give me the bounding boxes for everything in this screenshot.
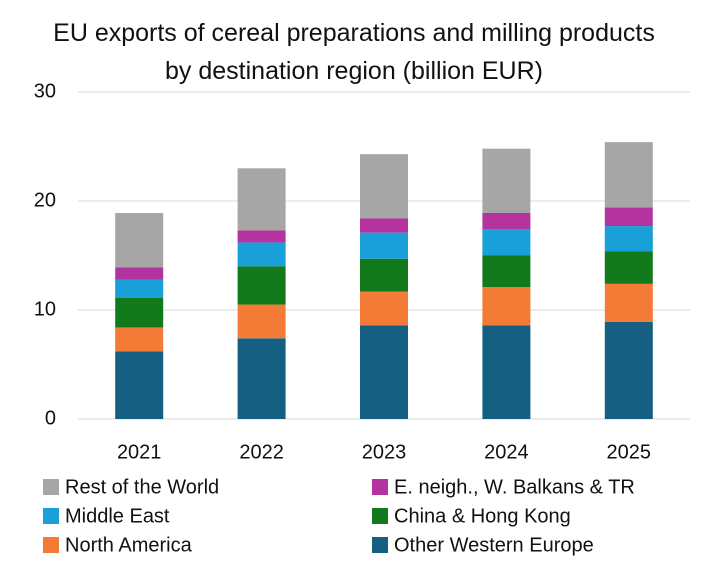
chart-title: EU exports of cereal preparations and mi…: [53, 19, 655, 85]
x-tick-label: 2023: [362, 441, 407, 463]
legend-label: Other Western Europe: [394, 534, 594, 556]
y-tick-label: 30: [34, 80, 56, 102]
bar-segment: [237, 242, 286, 267]
bar-segment: [482, 287, 531, 326]
bar-segment: [482, 325, 531, 419]
x-tick-label: 2022: [239, 441, 284, 463]
bar-segment: [360, 218, 408, 233]
legend-swatch: [372, 479, 388, 495]
x-tick-label: 2021: [117, 441, 162, 463]
bar-segment: [482, 229, 531, 256]
bar-segment: [237, 338, 286, 419]
bar-segment: [482, 148, 531, 213]
bar-segment: [237, 266, 286, 305]
legend-label: Rest of the World: [65, 476, 219, 498]
y-tick-label: 0: [45, 407, 56, 429]
bar-segment: [604, 207, 653, 227]
bar-segment: [115, 351, 164, 419]
legend-label: Middle East: [65, 505, 170, 527]
bar-segment: [360, 291, 408, 326]
bar-segment: [604, 321, 653, 419]
legend-swatch: [372, 537, 388, 553]
y-tick-label: 10: [34, 298, 56, 320]
legend-swatch: [43, 479, 59, 495]
legend-swatch: [43, 508, 59, 524]
bar-segment: [360, 154, 408, 219]
bar-segment: [237, 168, 286, 231]
bar-segment: [115, 298, 164, 328]
bar-segment: [604, 283, 653, 322]
legend-swatch: [372, 508, 388, 524]
bar-segment: [115, 327, 164, 352]
y-tick-label: 20: [34, 189, 56, 211]
x-tick-label: 2024: [484, 441, 529, 463]
bar-segment: [115, 212, 164, 268]
bar-segment: [360, 232, 408, 259]
bar-segment: [237, 230, 286, 243]
x-tick-label: 2025: [607, 441, 652, 463]
bar-segment: [482, 212, 531, 230]
bar-segment: [360, 258, 408, 292]
bar-segment: [115, 267, 164, 280]
legend-swatch: [43, 537, 59, 553]
bar-segment: [360, 325, 408, 419]
legend-label: North America: [65, 534, 193, 556]
bar-segment: [482, 255, 531, 288]
legend-label: E. neigh., W. Balkans & TR: [394, 476, 635, 498]
bar-segment: [604, 226, 653, 252]
bar-segment: [237, 304, 286, 339]
bar-segment: [604, 142, 653, 208]
legend-label: China & Hong Kong: [394, 505, 571, 527]
bar-segment: [604, 251, 653, 284]
bar-segment: [115, 279, 164, 299]
